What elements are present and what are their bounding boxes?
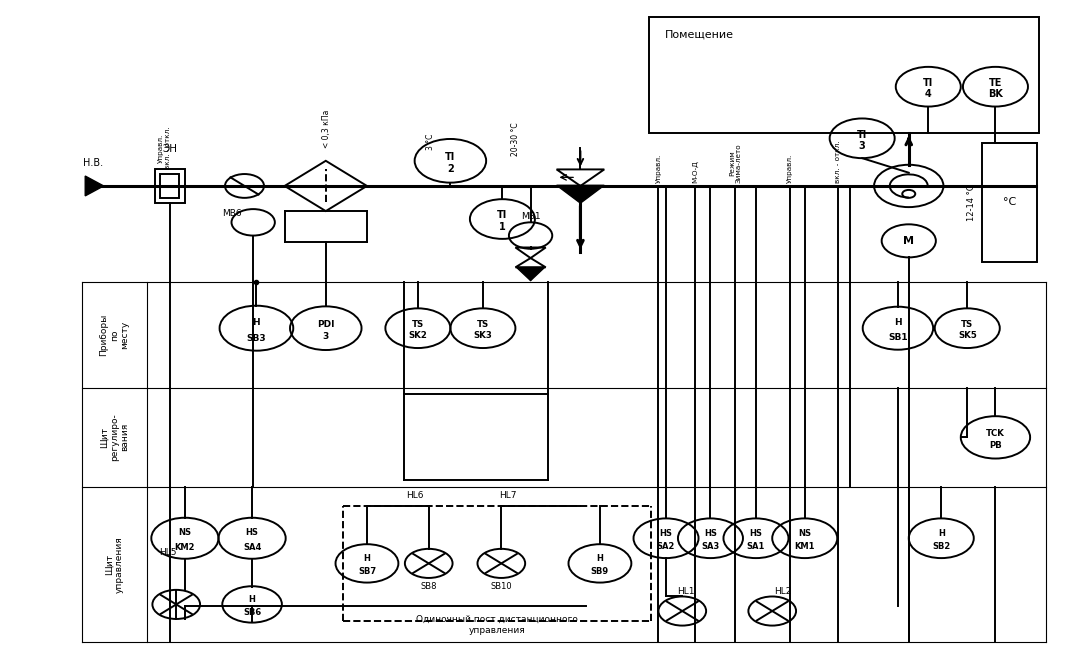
Text: HL5: HL5 xyxy=(158,548,177,557)
Polygon shape xyxy=(516,267,545,280)
Text: 3 °С: 3 °С xyxy=(426,133,435,150)
Text: H: H xyxy=(248,595,256,604)
Text: 12-14 °С: 12-14 °С xyxy=(967,184,976,221)
Text: Управл.: Управл. xyxy=(655,153,662,182)
Text: TI: TI xyxy=(923,78,933,88)
Text: KM2: KM2 xyxy=(175,543,195,552)
Text: Управл.: Управл. xyxy=(787,153,792,182)
Bar xyxy=(154,169,184,203)
Text: H: H xyxy=(253,318,260,327)
Polygon shape xyxy=(86,176,104,196)
Text: Режим
Зима-лето: Режим Зима-лето xyxy=(729,143,742,182)
Text: SB2: SB2 xyxy=(932,542,950,552)
Text: М-О-Д: М-О-Д xyxy=(692,160,699,182)
Text: TS: TS xyxy=(412,320,424,329)
Text: °С: °С xyxy=(1003,198,1017,208)
Text: МВ6: МВ6 xyxy=(221,209,241,218)
Text: H: H xyxy=(894,318,902,327)
Text: SA3: SA3 xyxy=(701,542,719,552)
Text: SB10: SB10 xyxy=(490,582,512,591)
Text: Приборы
по
месту: Приборы по месту xyxy=(100,314,129,356)
Text: SA1: SA1 xyxy=(746,542,765,552)
Text: 4: 4 xyxy=(924,90,932,99)
Text: TI: TI xyxy=(445,152,456,162)
Text: HS: HS xyxy=(704,528,717,538)
Text: Управл.
вкл. - откл.: Управл. вкл. - откл. xyxy=(157,127,170,170)
Text: HS: HS xyxy=(660,528,673,538)
Text: 1: 1 xyxy=(499,221,506,231)
Text: МВ1: МВ1 xyxy=(521,212,540,221)
Text: HS: HS xyxy=(245,528,258,538)
Text: TCK: TCK xyxy=(986,429,1005,438)
Text: NS: NS xyxy=(799,528,812,538)
Text: Щит
управления: Щит управления xyxy=(105,536,124,593)
Text: 2: 2 xyxy=(447,164,454,174)
Bar xyxy=(649,17,1038,133)
Text: SB8: SB8 xyxy=(421,582,437,591)
Polygon shape xyxy=(557,185,604,203)
Text: TS: TS xyxy=(961,320,973,329)
Text: ЭН: ЭН xyxy=(163,144,177,154)
Bar xyxy=(982,143,1036,262)
Text: вкл. - откл.: вкл. - откл. xyxy=(835,140,841,182)
Text: SB1: SB1 xyxy=(889,333,908,342)
Text: SK2: SK2 xyxy=(408,332,427,340)
Text: SB9: SB9 xyxy=(591,568,609,576)
Text: < 0,3 кПа: < 0,3 кПа xyxy=(322,109,331,148)
Text: Н.В.: Н.В. xyxy=(82,158,103,168)
Text: SA2: SA2 xyxy=(656,542,675,552)
Text: 3: 3 xyxy=(859,141,866,151)
Text: TI: TI xyxy=(497,210,508,221)
Text: HL6: HL6 xyxy=(406,491,423,500)
Text: PDI: PDI xyxy=(317,320,334,329)
Text: NS: NS xyxy=(178,528,191,538)
Text: H: H xyxy=(363,554,370,563)
Text: 20-30 °С: 20-30 °С xyxy=(511,123,520,156)
Text: SB3: SB3 xyxy=(246,333,266,343)
Text: SB7: SB7 xyxy=(358,568,376,576)
Bar xyxy=(159,174,179,198)
Text: Щит
регулиро-
вания: Щит регулиро- вания xyxy=(100,414,129,461)
Text: SK5: SK5 xyxy=(958,332,977,340)
Text: 3: 3 xyxy=(322,332,329,341)
Text: M: M xyxy=(903,236,915,246)
Text: HS: HS xyxy=(750,528,763,538)
Text: HL7: HL7 xyxy=(499,491,516,500)
Text: TE: TE xyxy=(988,78,1003,88)
Text: TI: TI xyxy=(857,130,867,140)
Text: SA4: SA4 xyxy=(243,543,261,552)
Text: H: H xyxy=(937,528,945,538)
Text: Одиночный пост дистанционного
управления: Одиночный пост дистанционного управления xyxy=(416,615,578,634)
Text: KM1: KM1 xyxy=(794,542,815,552)
Text: HL1: HL1 xyxy=(677,587,694,597)
Text: TS: TS xyxy=(476,320,489,329)
Text: SK3: SK3 xyxy=(473,332,493,340)
Text: BK: BK xyxy=(988,90,1003,99)
Text: PB: PB xyxy=(990,441,1001,450)
Text: HL2: HL2 xyxy=(775,587,792,597)
Text: H: H xyxy=(597,554,603,563)
Text: SB6: SB6 xyxy=(243,608,261,617)
Text: Помещение: Помещение xyxy=(665,29,733,39)
